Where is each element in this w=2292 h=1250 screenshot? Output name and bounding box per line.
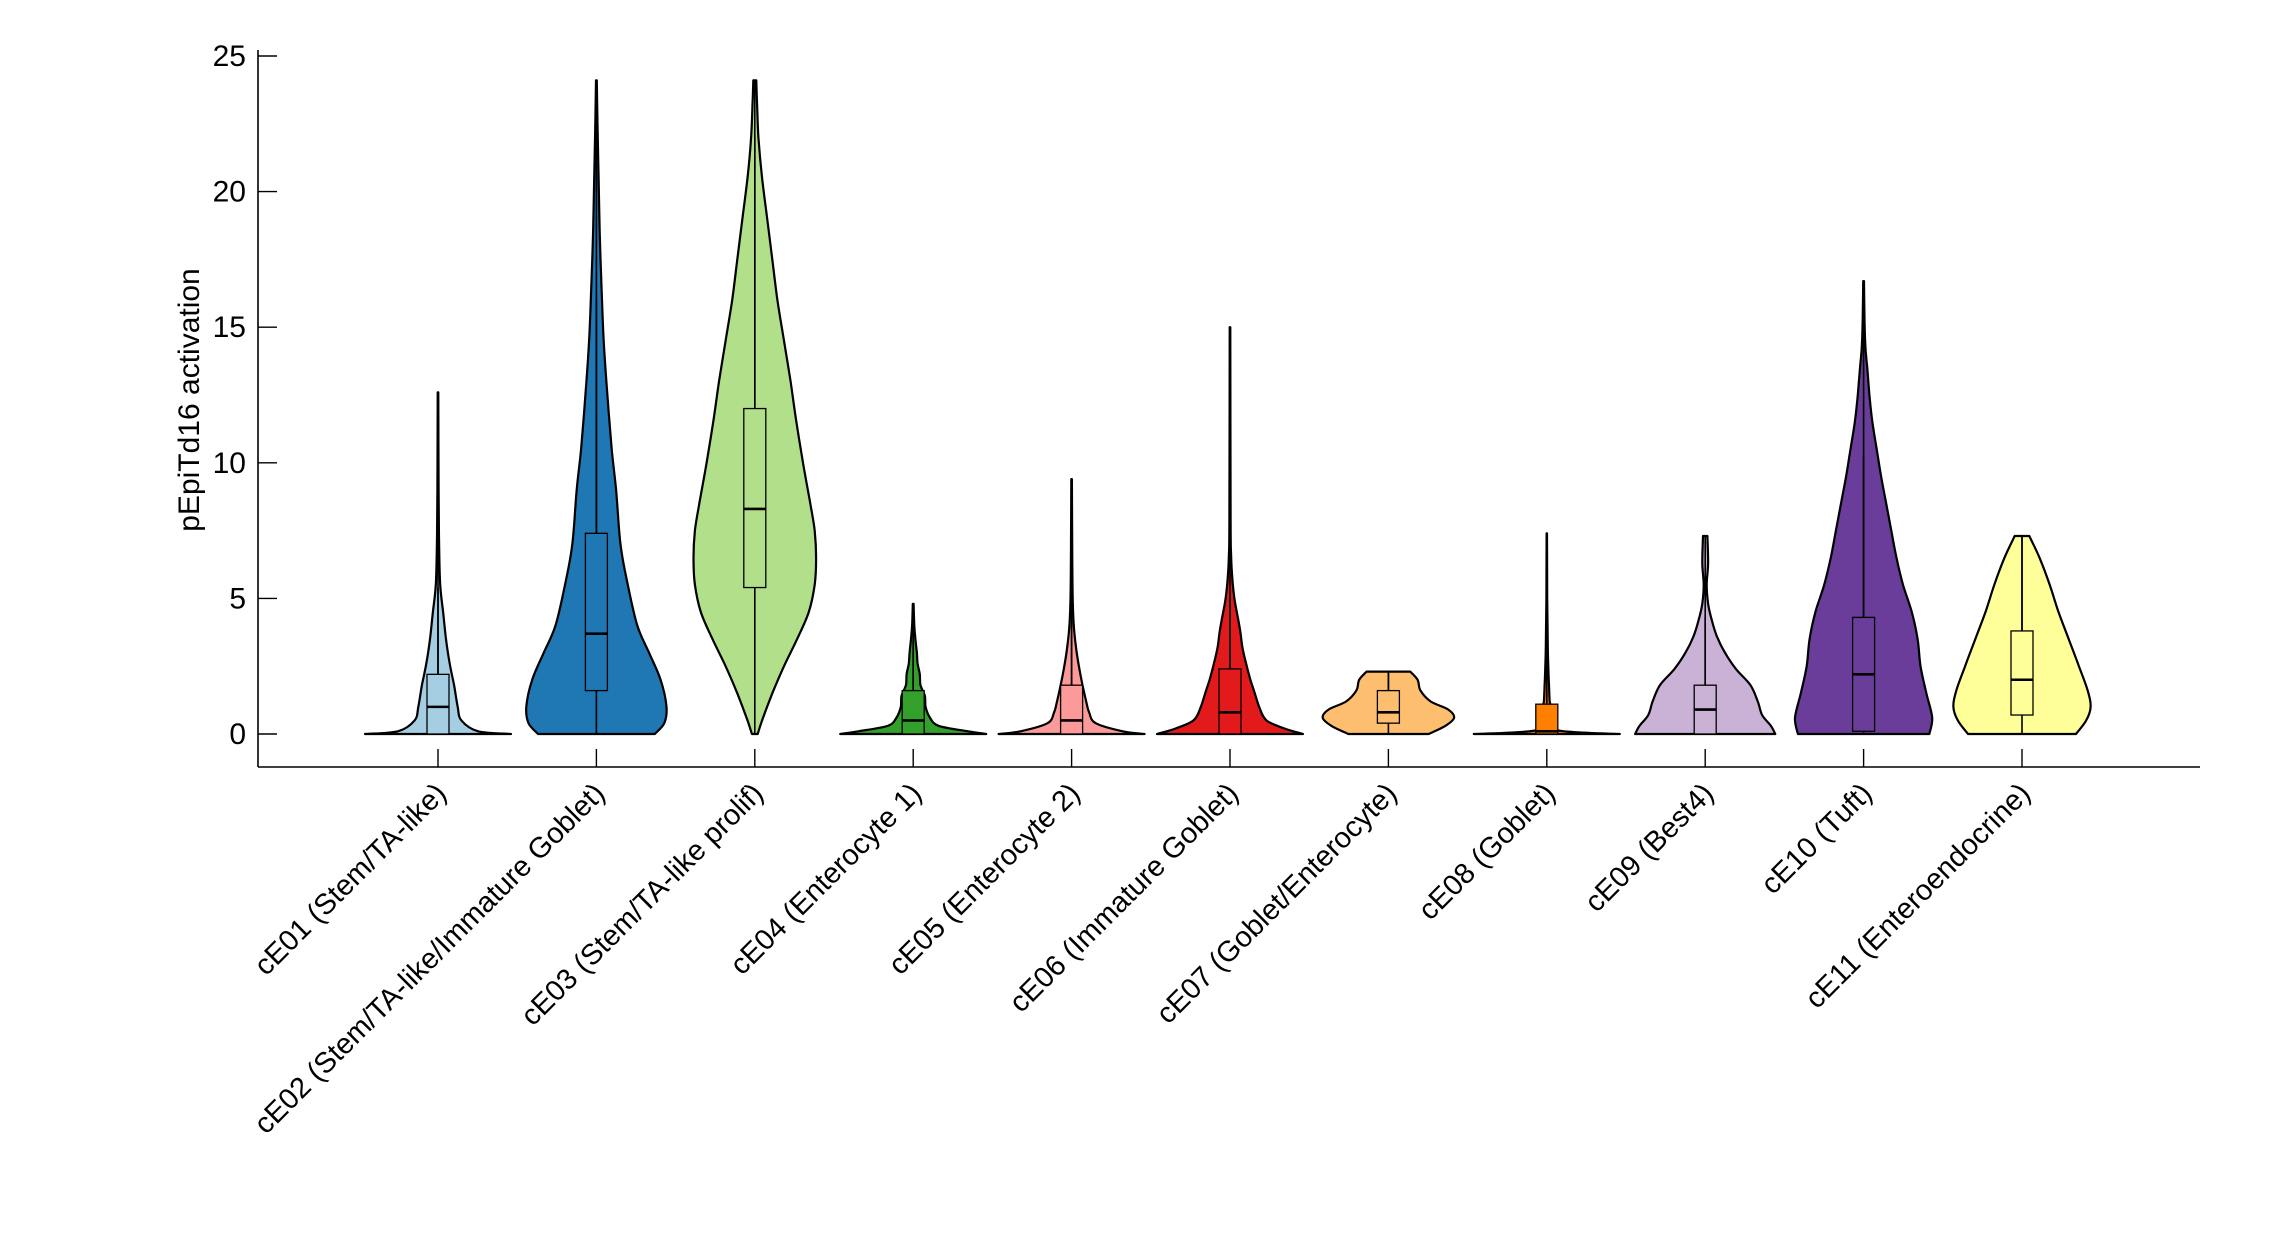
x-tick-label: cE10 (Tuft) bbox=[1755, 777, 1878, 900]
iqr-box bbox=[901, 689, 925, 735]
violin-group bbox=[525, 79, 668, 736]
iqr-box bbox=[584, 532, 609, 692]
y-ticks: 0 5 10 15 20 25 bbox=[213, 40, 277, 751]
y-tick-label: 20 bbox=[213, 176, 246, 209]
iqr-box bbox=[1376, 689, 1401, 724]
y-axis-title: pEpiTd16 activation bbox=[173, 268, 206, 532]
y-tick-label: 25 bbox=[213, 40, 246, 73]
iqr-box bbox=[743, 407, 767, 589]
violin-group bbox=[839, 602, 988, 736]
violins-layer bbox=[363, 79, 2092, 736]
iqr-box bbox=[426, 673, 450, 735]
x-tick-label: cE02 (Stem/TA-like/Immature Goblet) bbox=[248, 777, 611, 1140]
violin-group bbox=[1952, 534, 2092, 736]
x-tick-label: cE09 (Best4) bbox=[1579, 777, 1720, 918]
violin-group bbox=[997, 478, 1146, 736]
y-tick-label: 10 bbox=[213, 447, 246, 480]
violin-group bbox=[1634, 534, 1777, 736]
y-tick-label: 15 bbox=[213, 311, 246, 344]
y-tick-label: 5 bbox=[229, 582, 246, 615]
iqr-box bbox=[1535, 703, 1559, 735]
violin-group bbox=[1793, 280, 1934, 736]
y-tick-label: 0 bbox=[229, 718, 246, 751]
iqr-box bbox=[1218, 668, 1242, 735]
violin-group bbox=[1472, 532, 1621, 736]
violin-group bbox=[363, 391, 513, 736]
x-tick-label: cE08 (Goblet) bbox=[1413, 777, 1562, 926]
iqr-box bbox=[2010, 630, 2034, 716]
iqr-box bbox=[1059, 684, 1084, 735]
x-ticks: cE01 (Stem/TA-like)cE02 (Stem/TA-like/Im… bbox=[248, 749, 2037, 1140]
violin-group bbox=[1321, 670, 1456, 736]
violin-group bbox=[1155, 326, 1305, 736]
violin-group bbox=[692, 79, 818, 736]
